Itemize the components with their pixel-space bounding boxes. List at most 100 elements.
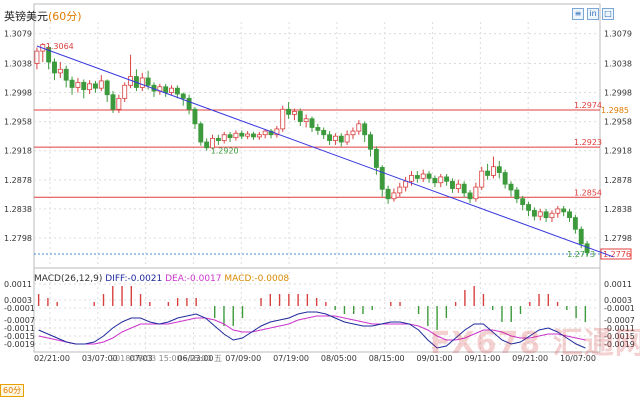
candle-body [344, 134, 350, 143]
price-tick-right: 1.2918 [604, 147, 632, 156]
time-tick: 09/21:00 [512, 354, 548, 363]
candle-body [526, 204, 531, 211]
square-icon[interactable]: □ [602, 8, 614, 20]
candle-body [315, 127, 321, 131]
time-tick: 07/03 [130, 354, 153, 363]
candle-body [274, 128, 280, 136]
candle-body [496, 166, 502, 173]
candle-body [403, 180, 409, 188]
candle-body [444, 176, 450, 182]
macd-tick-left: -0.0015 [4, 332, 35, 341]
chart-toolbar: ≡ in □ [572, 8, 614, 20]
candle-body [414, 175, 420, 179]
candle-body [221, 134, 227, 141]
candle-body [508, 183, 514, 191]
candle-body [379, 167, 385, 190]
candle-body [233, 132, 239, 139]
price-tick-left: 1.2998 [4, 89, 32, 98]
candle-body [572, 217, 578, 230]
candle-body [537, 211, 543, 217]
candle-body [409, 175, 414, 182]
price-tick-left: 1.2838 [4, 205, 32, 214]
candle-body [169, 87, 174, 93]
period-badge[interactable]: 60分 [0, 384, 25, 397]
candle-body [555, 208, 561, 214]
in-icon[interactable]: in [587, 8, 599, 20]
candle-body [227, 134, 233, 139]
time-tick: 02/21:00 [34, 354, 70, 363]
hover-time-label: 2018/08/03 15:00~16:00 五 [110, 354, 222, 363]
candle-body [69, 79, 75, 88]
candle-body [174, 87, 180, 95]
macd-tick-left: -0.0011 [4, 324, 35, 333]
candle-body [192, 108, 198, 125]
candle-body [34, 50, 40, 64]
time-tick: 07/19:00 [273, 354, 309, 363]
candle-body [321, 129, 327, 136]
price-tick-left: 1.3038 [4, 59, 32, 68]
candle-body [502, 172, 508, 185]
candle-body [46, 47, 52, 63]
candle-body [473, 186, 479, 200]
candle-body [210, 137, 215, 149]
candle-body [57, 68, 63, 74]
candle-body [362, 123, 368, 136]
candle-body [578, 228, 584, 245]
candle-body [332, 135, 338, 141]
macd-tick-right: -0.0011 [604, 324, 635, 333]
sliders-icon[interactable]: ≡ [572, 8, 584, 20]
candle-body [455, 183, 461, 189]
candle-body [426, 173, 432, 179]
candle-body [373, 148, 379, 168]
candle-body [180, 93, 186, 99]
macd-dea-value: DEA:-0.0017 [165, 274, 222, 284]
candle-body [104, 80, 110, 96]
candle-body [368, 134, 373, 150]
time-tick: 08/15:00 [369, 354, 405, 363]
candle-body [93, 83, 98, 89]
candle-body [450, 180, 455, 189]
candle-body [291, 111, 297, 115]
low-price-label: 1.2920 [211, 146, 239, 155]
instrument-title: 英镑美元(60分) [4, 8, 82, 24]
plot-frame [33, 3, 601, 353]
price-tick-left: 1.2958 [4, 118, 32, 127]
candle-body [543, 211, 549, 219]
macd-diff-value: DIFF:-0.0021 [105, 274, 163, 284]
time-tick: 10/07:00 [560, 354, 596, 363]
candle-body [461, 183, 467, 194]
candle-body [186, 97, 192, 110]
macd-tick-left: -0.0019 [4, 340, 35, 349]
watermark: FX678 汇通网 [430, 326, 640, 361]
candle-body [485, 170, 491, 176]
candle-body [98, 80, 104, 89]
candle-body [391, 192, 397, 200]
candle-body [309, 118, 315, 128]
price-tick-right: 1.3079 [604, 30, 632, 39]
current-price-label: 1.2776 [603, 250, 631, 259]
candle-body [122, 84, 128, 99]
macd-panel [34, 283, 600, 349]
diff-line [38, 311, 586, 349]
macd-name: MACD(26,12,9) [34, 274, 103, 284]
candle-body [280, 108, 286, 130]
current-price-box [600, 248, 632, 260]
candle-body [297, 111, 303, 123]
candle-body [239, 132, 245, 137]
horizontal-line-side-label: 1.2985 [601, 106, 629, 115]
macd-tick-left: 0.0011 [4, 280, 32, 289]
candle-body [567, 211, 572, 219]
trendline [36, 45, 614, 258]
price-tick-left: 1.3079 [4, 30, 32, 39]
candlestick-series: 1.3064 1.2920 1.2773 [34, 42, 595, 259]
candle-body [356, 123, 362, 132]
macd-tick-left: 0.0003 [4, 296, 32, 305]
candle-body [327, 134, 333, 141]
candle-body [245, 133, 251, 137]
horizontal-line-label: 1.2974 [574, 101, 602, 110]
candle-body [87, 83, 93, 91]
price-tick-right: 1.2838 [604, 205, 632, 214]
macd-tick-left: -0.0007 [4, 316, 35, 325]
